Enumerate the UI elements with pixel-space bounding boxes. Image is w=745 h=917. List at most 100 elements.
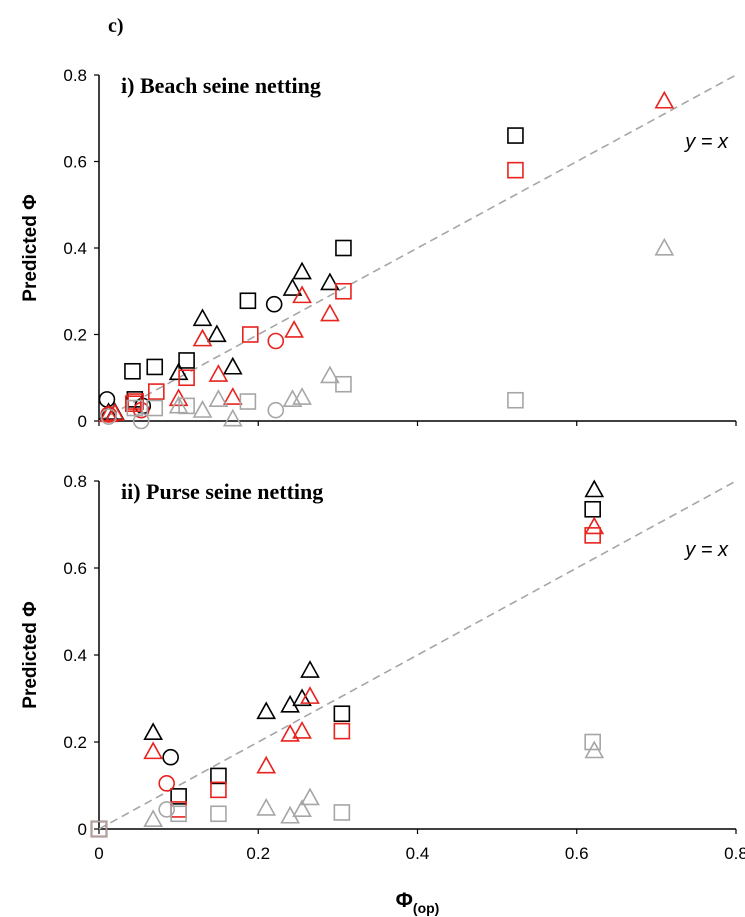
data-point-square: [170, 805, 187, 823]
data-point-triangle: [208, 364, 229, 382]
data-point-triangle: [192, 308, 213, 327]
data-point-square: [178, 369, 195, 387]
data-point-triangle: [300, 660, 320, 678]
data-point-triangle: [654, 90, 675, 109]
y-tick-label: 0: [78, 412, 87, 431]
data-point-square: [241, 326, 259, 343]
data-point-triangle: [206, 324, 227, 343]
data-point-circle: [98, 391, 116, 408]
data-point-circle: [100, 408, 117, 425]
data-point-circle: [158, 775, 175, 792]
reference-line: [98, 74, 737, 422]
x-tick-label: 0.4: [406, 844, 430, 863]
x-axis-label: Φ(op): [396, 889, 440, 916]
data-point-circle: [267, 401, 285, 419]
data-point-square: [584, 527, 601, 544]
data-point-square: [333, 705, 351, 723]
data-point-square: [210, 767, 227, 785]
data-point-square: [507, 391, 524, 409]
data-point-triangle: [192, 400, 213, 418]
data-point-triangle: [292, 688, 312, 707]
data-point-triangle: [654, 237, 675, 256]
y-tick-label: 0.2: [63, 733, 87, 752]
y-tick-label: 0.2: [63, 326, 87, 345]
data-point-square: [584, 733, 601, 751]
data-point-square: [126, 399, 144, 417]
data-point-triangle: [584, 479, 605, 498]
reference-line-label: y = x: [683, 539, 729, 561]
data-point-triangle: [584, 516, 605, 535]
data-point-square: [335, 239, 352, 257]
y-tick-label: 0.8: [63, 472, 87, 491]
data-point-circle: [132, 401, 150, 419]
panel-purse-seine: 0 0.2 0.4 0.6 0.8 0 0.2 0.4 0.6 0.8 y = x ii) Purse…: [20, 472, 745, 916]
data-point-triangle: [292, 799, 312, 818]
data-point-circle: [158, 801, 175, 818]
reference-line: [98, 480, 737, 830]
data-point-circle: [162, 748, 179, 766]
data-point-triangle: [143, 722, 164, 741]
data-point-triangle: [280, 724, 300, 742]
data-point-square: [124, 362, 141, 380]
data-point-square: [146, 399, 164, 417]
data-point-square: [507, 127, 524, 144]
x-tick-label: 0.6: [565, 844, 589, 863]
panel-title: ii) Purse seine netting: [121, 479, 323, 504]
data-point-square: [146, 358, 164, 376]
data-point-triangle: [256, 797, 277, 816]
y-axis-label: Predicted Φ: [20, 194, 41, 302]
panel-beach-seine: 0 0.2 0.4 0.6 0.8 y = x i) Beach seine netting…: [20, 66, 737, 431]
x-tick-label: 0.8: [724, 844, 745, 863]
data-point-triangle: [256, 701, 277, 720]
data-point-square: [507, 161, 524, 179]
y-tick-label: 0: [78, 820, 87, 839]
data-point-square: [333, 722, 351, 740]
data-point-circle: [132, 412, 150, 430]
data-point-triangle: [222, 387, 243, 405]
data-point-triangle: [292, 720, 312, 739]
y-tick-label: 0.8: [63, 66, 87, 85]
data-point-square: [335, 282, 352, 300]
data-point-square: [584, 500, 601, 518]
data-point-triangle: [168, 395, 189, 414]
data-point-square: [148, 383, 165, 400]
x-tick-label: 0: [94, 844, 103, 863]
data-point-square: [170, 788, 187, 805]
y-tick-label: 0.6: [63, 153, 87, 172]
data-point-triangle: [143, 809, 164, 828]
data-point-circle: [265, 295, 283, 313]
data-point-triangle: [143, 741, 164, 760]
data-point-triangle: [222, 356, 243, 375]
data-point-square: [239, 393, 257, 410]
figure-label: c): [108, 15, 124, 37]
data-point-triangle: [256, 755, 277, 774]
data-point-triangle: [320, 365, 340, 384]
data-point-triangle: [292, 387, 312, 405]
data-point-square: [210, 805, 227, 823]
data-point-triangle: [222, 408, 243, 427]
data-point-triangle: [320, 303, 340, 322]
data-point-triangle: [280, 694, 300, 713]
data-point-triangle: [282, 278, 303, 296]
data-point-triangle: [320, 272, 340, 291]
data-point-square: [333, 804, 351, 821]
data-point-triangle: [292, 285, 312, 304]
data-point-triangle: [192, 328, 213, 347]
y-tick-label: 0.4: [63, 646, 87, 665]
data-point-square: [178, 352, 195, 369]
data-point-circle: [267, 332, 285, 350]
data-point-square: [210, 781, 227, 799]
y-axis-label: Predicted Φ: [20, 601, 41, 709]
panel-title: i) Beach seine netting: [121, 73, 321, 98]
data-point-triangle: [300, 787, 320, 806]
data-point-triangle: [300, 686, 320, 704]
x-tick-label: 0.2: [246, 844, 270, 863]
data-point-triangle: [208, 389, 229, 407]
reference-line-label: y = x: [683, 131, 729, 153]
y-tick-label: 0.6: [63, 559, 87, 578]
data-point-triangle: [292, 261, 312, 280]
data-point-triangle: [284, 320, 304, 338]
data-point-triangle: [280, 805, 300, 824]
data-point-square: [239, 292, 257, 310]
